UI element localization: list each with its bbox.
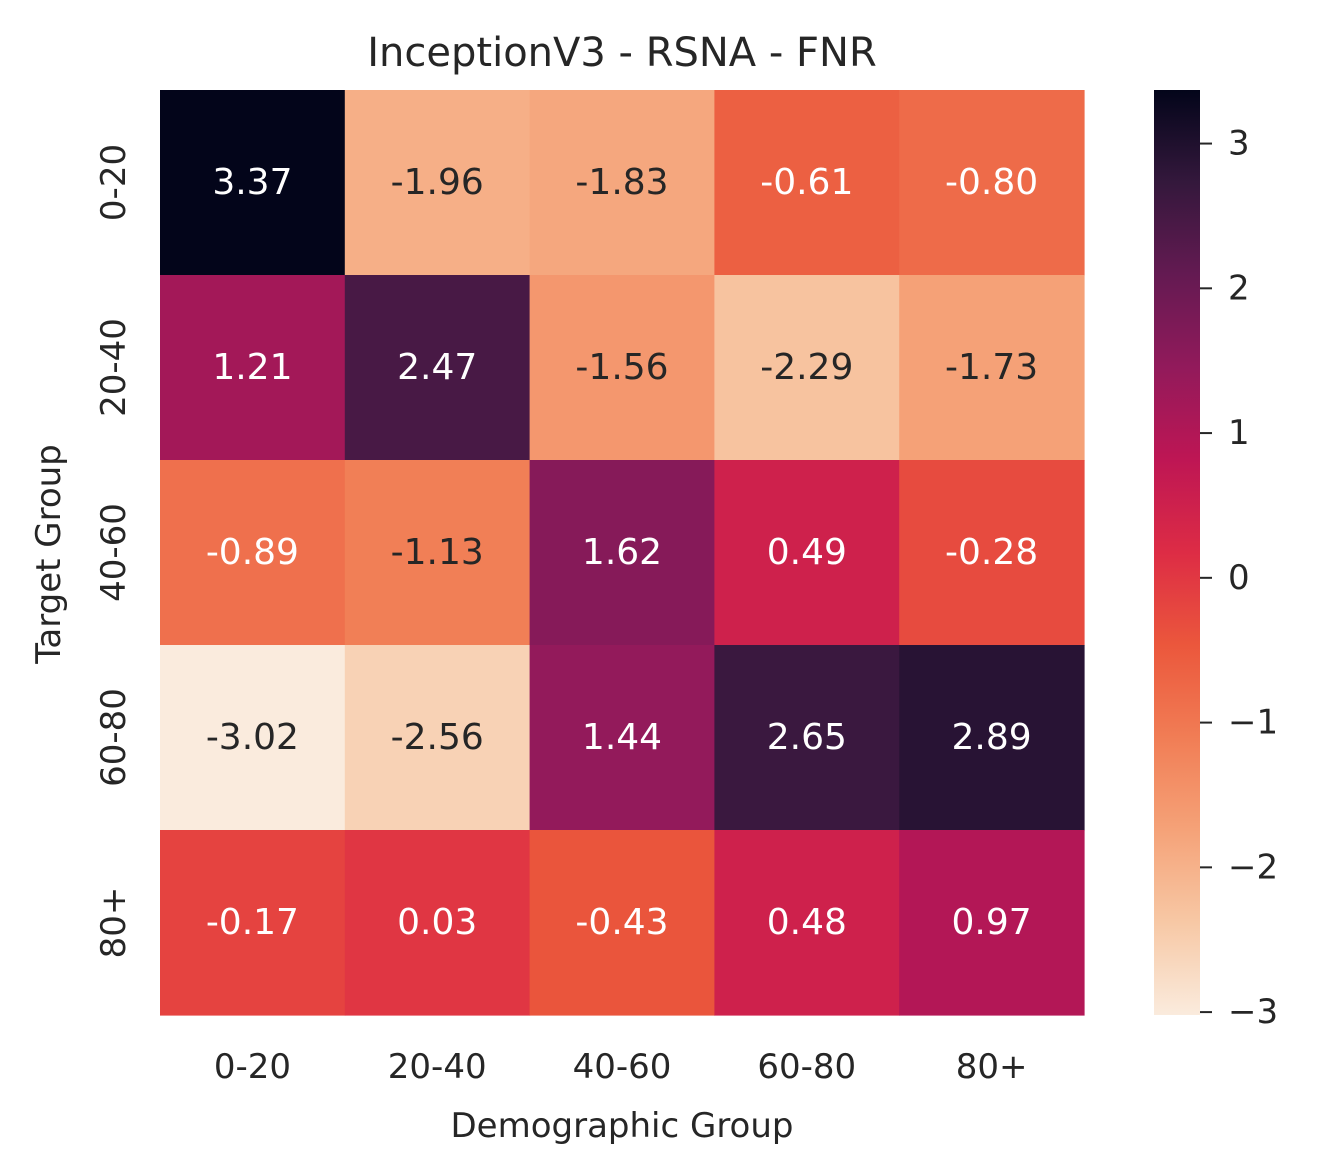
heatmap-cell — [714, 645, 900, 831]
y-axis-label: Target Group — [29, 444, 69, 665]
heatmap-cell — [344, 275, 531, 461]
heatmap-cell — [529, 90, 715, 276]
heatmap-cell — [899, 645, 1085, 831]
colorbar-tick-label: 2 — [1228, 268, 1250, 308]
heatmap-cell — [160, 90, 346, 276]
x-tick-label: 0-20 — [214, 1047, 291, 1087]
cell-value-label: -2.29 — [760, 347, 853, 388]
cell-value-label: -1.73 — [945, 347, 1038, 388]
cell-value-label: -3.02 — [206, 717, 299, 758]
x-axis-label: Demographic Group — [450, 1106, 793, 1146]
heatmap-cell — [899, 460, 1085, 646]
x-tick-labels: 0-20 20-40 40-60 60-80 80+ — [214, 1047, 1028, 1087]
cell-value-label: -0.61 — [760, 162, 853, 203]
heatmap-cell — [899, 830, 1085, 1016]
cell-value-label: 1.44 — [582, 717, 662, 758]
heatmap-cell — [529, 275, 715, 461]
y-tick-label: 40-60 — [94, 503, 134, 602]
cell-value-label: 0.03 — [397, 902, 477, 943]
cell-value-label: 1.21 — [212, 347, 292, 388]
cell-value-label: -0.89 — [206, 532, 299, 573]
chart-title: InceptionV3 - RSNA - FNR — [367, 30, 877, 76]
colorbar-tick-label: −2 — [1228, 847, 1278, 887]
cell-value-label: 1.62 — [582, 532, 662, 573]
heatmap-cell — [714, 460, 900, 646]
cell-value-label: -2.56 — [391, 717, 484, 758]
y-tick-label: 20-40 — [94, 318, 134, 417]
x-tick-label: 20-40 — [388, 1047, 487, 1087]
heatmap-cell — [529, 460, 715, 646]
colorbar-tick-label: −3 — [1228, 992, 1278, 1032]
y-tick-label: 60-80 — [94, 688, 134, 787]
heatmap-cell — [529, 830, 715, 1016]
heatmap-cell — [160, 830, 346, 1016]
heatmap-cell — [714, 830, 900, 1016]
cell-value-label: 0.97 — [952, 902, 1032, 943]
cell-value-label: -0.17 — [206, 902, 299, 943]
colorbar-tick-label: −1 — [1228, 703, 1278, 743]
y-tick-label: 0-20 — [94, 144, 134, 221]
cell-value-label: -0.80 — [945, 162, 1038, 203]
cell-value-label: -0.43 — [575, 902, 668, 943]
y-tick-labels: 0-20 20-40 40-60 60-80 80+ — [94, 144, 134, 958]
y-tick-label: 80+ — [94, 887, 134, 959]
heatmap-cells: 3.37 -1.96 -1.83 -0.61 -0.80 1.21 2.47 -1.56 -2.… — [160, 90, 1085, 1016]
heatmap-cell — [344, 90, 531, 276]
cell-value-label: 3.37 — [212, 162, 292, 203]
cell-value-label: 0.48 — [767, 902, 847, 943]
cell-value-label: 2.65 — [767, 717, 847, 758]
heatmap-cell — [714, 90, 900, 276]
heatmap-cell — [714, 275, 900, 461]
colorbar-tick-label: 3 — [1228, 124, 1250, 164]
heatmap-cell — [160, 275, 346, 461]
cell-value-label: 2.89 — [952, 717, 1032, 758]
heatmap-cell — [899, 275, 1085, 461]
heatmap-cell — [899, 90, 1085, 276]
colorbar-ticks: 3 2 1 0 −1 −2 −3 — [1200, 124, 1278, 1032]
cell-value-label: -1.83 — [575, 162, 668, 203]
cell-value-label: 2.47 — [397, 347, 477, 388]
cell-value-label: -0.28 — [945, 532, 1038, 573]
heatmap-cell — [529, 645, 715, 831]
colorbar-tick-label: 0 — [1228, 558, 1250, 598]
cell-value-label: 0.49 — [767, 532, 847, 573]
colorbar — [1154, 90, 1200, 1015]
heatmap-cell — [344, 460, 531, 646]
x-tick-label: 80+ — [956, 1047, 1028, 1087]
heatmap-cell — [344, 830, 531, 1016]
heatmap-cell — [160, 645, 346, 831]
x-tick-label: 40-60 — [573, 1047, 672, 1087]
cell-value-label: -1.13 — [391, 532, 484, 573]
heatmap-cell — [160, 460, 346, 646]
cell-value-label: -1.56 — [575, 347, 668, 388]
colorbar-tick-label: 1 — [1228, 413, 1250, 453]
x-tick-label: 60-80 — [757, 1047, 856, 1087]
cell-value-label: -1.96 — [391, 162, 484, 203]
heatmap-cell — [344, 645, 531, 831]
